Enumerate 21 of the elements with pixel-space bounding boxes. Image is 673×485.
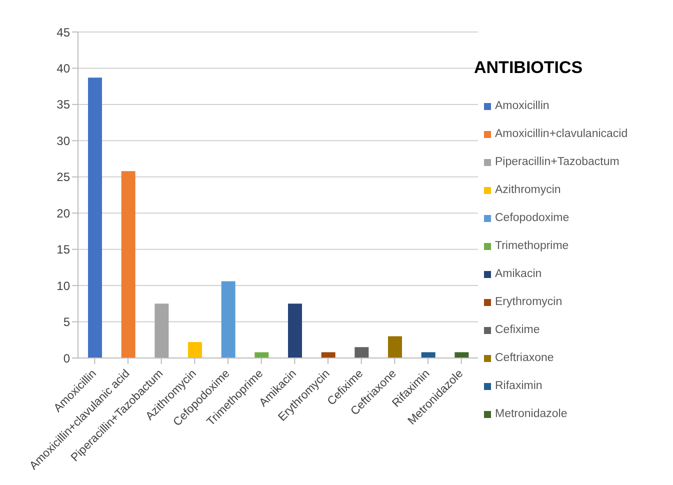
legend-label: Amoxicillin+clavulanicacid <box>494 127 629 142</box>
legend-label: Cefopodoxime <box>494 211 570 226</box>
y-tick-label: 15 <box>56 242 70 257</box>
y-tick-label: 30 <box>56 134 70 148</box>
y-tick-label: 35 <box>56 98 70 112</box>
legend-label: Trimethoprime <box>494 239 570 254</box>
legend-label: Amoxicillin <box>494 99 550 114</box>
legend-title: ANTIBIOTICS <box>474 58 584 78</box>
legend-label: Amikacin <box>494 267 543 282</box>
y-tick-label: 0 <box>63 351 70 366</box>
y-tick-label: 40 <box>56 61 70 76</box>
y-tick-label: 20 <box>56 206 70 220</box>
y-tick-label: 45 <box>56 25 70 40</box>
y-tick-label: 10 <box>56 278 70 293</box>
legend-label: Ceftriaxone <box>494 351 555 366</box>
legend-label: Azithromycin <box>494 183 562 198</box>
legend-label: Cefixime <box>494 323 541 338</box>
legend-label: Erythromycin <box>494 295 564 310</box>
legend-label: Piperacillin+Tazobactum <box>494 155 620 170</box>
y-tick-label: 5 <box>63 315 70 330</box>
y-tick-label: 25 <box>56 170 70 184</box>
